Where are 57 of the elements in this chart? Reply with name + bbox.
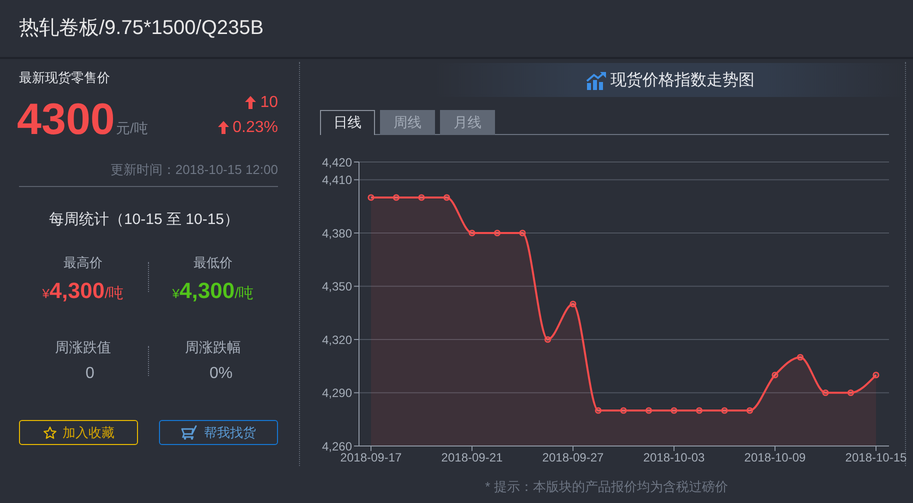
x-tick-label: 2018-10-15 [845, 450, 908, 465]
point [570, 300, 576, 308]
chart-title: 现货价格指数走势图 [610, 70, 754, 90]
point [796, 354, 804, 361]
text: 0 [84, 364, 96, 384]
point [468, 230, 476, 236]
x-tick-label: 2018-10-09 [744, 450, 806, 465]
x-tick-label: 2018-09-27 [542, 450, 604, 465]
tab[interactable]: 周线 [380, 110, 435, 135]
y-tick-label: 4,350 [322, 280, 352, 294]
point [544, 336, 552, 343]
text: 0% [208, 364, 234, 384]
x-tick-label: 2018-09-21 [441, 450, 504, 465]
text: 周涨跌值 [54, 339, 112, 356]
point [721, 407, 728, 414]
point [847, 389, 854, 396]
text: 热轧卷板/9.75*1500/Q235B [19, 16, 264, 40]
text: ¥4,300/吨 [42, 278, 124, 303]
text: 元/吨 [116, 120, 148, 137]
text: 10 [260, 93, 278, 112]
point [772, 372, 778, 378]
point [822, 389, 829, 396]
favorite-button[interactable]: 加入收藏 [19, 420, 138, 445]
point [519, 230, 526, 236]
y-tick-label: 4,260 [322, 439, 352, 454]
point [494, 230, 501, 236]
text: 0.23% [232, 118, 278, 138]
text: 最新现货零售价 [19, 70, 110, 86]
y-tick-label: 4,380 [322, 226, 352, 240]
point [392, 194, 400, 201]
text: 更新时间：2018-10-15 12:00 [110, 162, 278, 178]
text: * 提示：本版块的产品报价均为含税过磅价 [484, 478, 729, 496]
point [443, 194, 450, 201]
tab[interactable]: 日线 [320, 110, 375, 135]
point [645, 407, 652, 414]
x-tick-label: 2018-10-03 [643, 450, 706, 465]
y-tick-label: 4,410 [322, 173, 352, 188]
y-tick-label: 4,320 [322, 332, 352, 347]
text: 每周统计（10-15 至 10-15） [48, 211, 240, 229]
y-tick-label: 4,420 [322, 155, 352, 170]
point [418, 194, 425, 201]
text: ¥4,300/吨 [172, 278, 254, 303]
point [746, 407, 754, 414]
find-goods-button[interactable]: 帮我找货 [159, 420, 278, 445]
point [594, 407, 602, 414]
point [872, 372, 880, 378]
point [696, 407, 703, 414]
point [368, 194, 374, 201]
point [620, 407, 627, 414]
y-tick-label: 4,290 [322, 386, 352, 400]
text: 最低价 [192, 255, 234, 271]
point [670, 407, 678, 414]
text: 4300 [17, 95, 115, 144]
tab[interactable]: 月线 [440, 110, 495, 135]
x-tick-label: 2018-09-17 [340, 450, 402, 465]
text: 最高价 [62, 255, 104, 271]
text: 周涨跌幅 [184, 339, 242, 356]
